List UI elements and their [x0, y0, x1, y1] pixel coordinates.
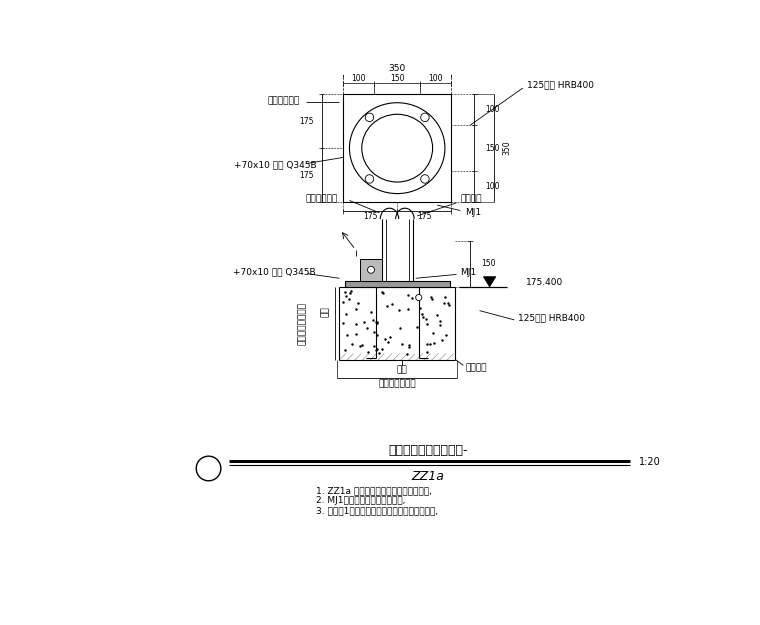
Text: MJ1: MJ1 [465, 208, 481, 216]
Ellipse shape [350, 102, 445, 194]
Circle shape [416, 294, 422, 301]
Ellipse shape [362, 114, 432, 182]
Text: 锚具: 锚具 [397, 366, 407, 374]
Text: 150: 150 [390, 74, 404, 83]
Text: A: A [203, 461, 214, 476]
Circle shape [368, 266, 375, 273]
Text: 350: 350 [388, 64, 406, 73]
Text: 2. MJ1上部尺寸按尺寸完全一致,: 2. MJ1上部尺寸按尺寸完全一致, [316, 496, 406, 505]
Bar [344, 94, 451, 202]
Text: 175: 175 [299, 171, 314, 179]
Text: 柱宽: 柱宽 [321, 306, 330, 317]
Bar [360, 259, 382, 281]
Text: 175: 175 [299, 117, 314, 126]
Text: 胶具螺栓: 胶具螺栓 [466, 363, 487, 372]
Text: 竖向桁架竖杆: 竖向桁架竖杆 [306, 194, 338, 204]
Text: 125钢筋 HRB400: 125钢筋 HRB400 [518, 313, 585, 322]
Bar [345, 281, 450, 287]
Text: 100: 100 [485, 182, 499, 191]
Text: 150: 150 [481, 259, 496, 268]
Circle shape [421, 113, 429, 122]
Text: 竖向桁架竖杆: 竖向桁架竖杆 [267, 96, 299, 105]
Text: 175.400: 175.400 [526, 278, 563, 288]
Circle shape [366, 113, 374, 122]
Text: 100: 100 [351, 74, 366, 83]
Text: 100: 100 [429, 74, 443, 83]
Text: 管孔通明: 管孔通明 [461, 194, 482, 204]
Text: 175: 175 [363, 212, 378, 221]
Text: 3. 抗拔筋1层新增嵌支座布置图确定规格及数量,: 3. 抗拔筋1层新增嵌支座布置图确定规格及数量, [316, 506, 439, 516]
Circle shape [366, 175, 374, 183]
Text: 125钢筋 HRB400: 125钢筋 HRB400 [527, 81, 594, 89]
Text: 竖向桁架撑部支座大样-: 竖向桁架撑部支座大样- [388, 444, 467, 458]
Text: +70x10 盖板 Q345B: +70x10 盖板 Q345B [233, 268, 316, 277]
Text: 混凝土柱相图域: 混凝土柱相图域 [378, 379, 416, 388]
Text: ZZ1a: ZZ1a [412, 469, 445, 482]
Text: 1:20: 1:20 [639, 458, 660, 468]
Polygon shape [483, 277, 496, 287]
Circle shape [196, 456, 221, 481]
Text: +70x10 盖板 Q345B: +70x10 盖板 Q345B [234, 161, 317, 169]
Text: 175: 175 [417, 212, 432, 221]
Text: 350: 350 [502, 141, 511, 156]
Circle shape [421, 175, 429, 183]
Text: 150: 150 [485, 144, 499, 152]
Text: 100: 100 [485, 105, 499, 114]
Text: 1. ZZ1a 适用于竖向桁架撑身与混凝土梁,: 1. ZZ1a 适用于竖向桁架撑身与混凝土梁, [316, 486, 432, 495]
Text: 详混凝土柱相图域: 详混凝土柱相图域 [298, 302, 307, 345]
Text: MJ1: MJ1 [461, 268, 477, 278]
